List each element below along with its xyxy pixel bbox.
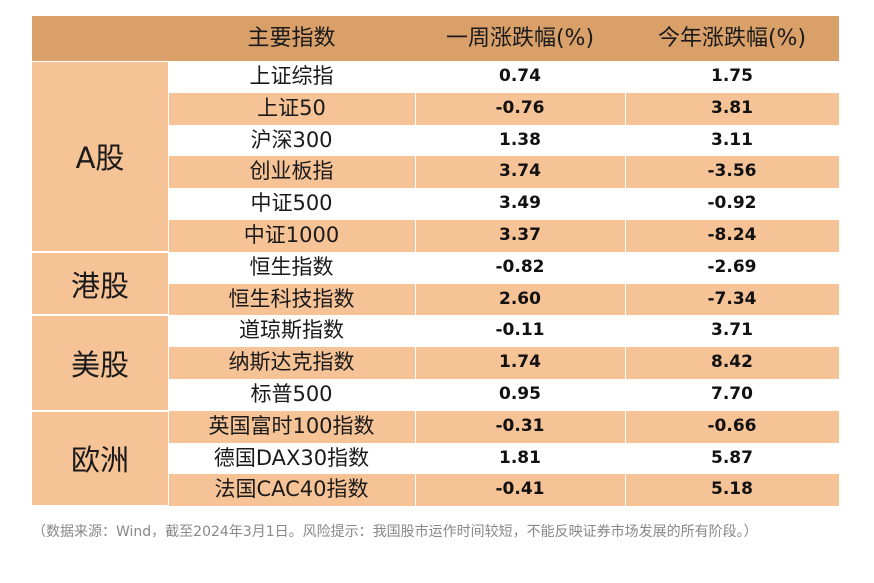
weekly-change-cell: 1.38 [499,129,541,150]
weekly-change-cell: -0.41 [495,479,545,500]
index-name-cell: 英国富时100指数 [208,413,375,438]
header-index-name: 主要指数 [247,26,336,51]
table-row: 英国富时100指数 -0.31 -0.66 [168,410,839,443]
header-ytd-change: 今年涨跌幅(%) [657,26,807,51]
ytd-change-cell: -2.69 [707,256,757,277]
table-row: 恒生科技指数 2.60 -7.34 [168,283,839,316]
region-label: 港股 [32,252,168,315]
ytd-change-cell: -0.66 [707,415,757,436]
table-row: 上证综指 0.74 1.75 [168,61,839,93]
weekly-change-cell: 0.74 [499,66,541,86]
table-row: 沪深300 1.38 3.11 [168,124,839,157]
ytd-change-cell: -3.56 [707,161,757,182]
index-name-cell: 道琼斯指数 [239,318,344,343]
index-name-cell: 恒生科技指数 [228,286,355,311]
weekly-change-cell: 2.60 [499,288,541,309]
index-name-cell: 德国DAX30指数 [213,445,370,470]
weekly-change-cell: -0.76 [495,97,545,118]
ytd-change-cell: 5.87 [711,447,753,468]
table-header: 主要指数 一周涨跌幅(%) 今年涨跌幅(%) [32,16,839,61]
index-name-cell: 中证1000 [243,223,340,247]
table-row: 恒生指数 -0.82 -2.69 [168,251,839,284]
header-weekly-change: 一周涨跌幅(%) [445,26,595,51]
index-name-cell: 创业板指 [249,159,334,184]
table-row: 纳斯达克指数 1.74 8.42 [168,347,839,379]
table-row: 上证50 -0.76 3.81 [168,92,839,125]
table-row: 标普500 0.95 7.70 [168,379,839,411]
ytd-change-cell: -0.92 [707,193,757,214]
index-name-cell: 上证综指 [249,64,334,88]
ytd-change-cell: -8.24 [707,225,757,245]
region-label: 美股 [32,316,168,410]
ytd-change-cell: 3.11 [711,129,753,150]
column-divider [168,61,169,507]
weekly-change-cell: 0.95 [499,384,541,404]
weekly-change-cell: -0.11 [495,320,545,341]
source-note: （数据来源：Wind，截至2024年3月1日。风险提示：我国股市运作时间较短，不… [32,524,758,540]
column-divider [625,61,626,507]
weekly-change-cell: 3.37 [499,225,541,245]
weekly-change-cell: 3.74 [499,161,541,182]
index-name-cell: 中证500 [250,191,333,216]
weekly-change-cell: -0.82 [495,256,545,277]
index-name-cell: 恒生指数 [249,254,334,279]
region-label: A股 [32,62,168,251]
ytd-change-cell: 8.42 [711,352,753,373]
region-label: 欧洲 [32,411,168,506]
weekly-change-cell: 1.81 [499,447,541,468]
ytd-change-cell: 7.70 [711,384,753,404]
index-name-cell: 沪深300 [250,127,333,152]
ytd-change-cell: 1.75 [711,66,753,86]
table-row: 创业板指 3.74 -3.56 [168,156,839,189]
table-row: 中证1000 3.37 -8.24 [168,220,839,252]
ytd-change-cell: 3.81 [711,97,753,118]
index-name-cell: 法国CAC40指数 [214,477,369,502]
weekly-change-cell: -0.31 [495,415,545,436]
weekly-change-cell: 1.74 [499,352,541,373]
weekly-change-cell: 3.49 [499,193,541,214]
table-row: 道琼斯指数 -0.11 3.71 [168,315,839,348]
ytd-change-cell: 5.18 [711,479,753,500]
table-row: 德国DAX30指数 1.81 5.87 [168,442,839,475]
index-name-cell: 纳斯达克指数 [228,350,355,375]
table-row: 法国CAC40指数 -0.41 5.18 [168,474,839,507]
table-row: 中证500 3.49 -0.92 [168,188,839,220]
index-name-cell: 上证50 [257,95,326,120]
column-divider [415,61,416,507]
index-name-cell: 标普500 [250,382,333,406]
ytd-change-cell: 3.71 [711,320,753,341]
ytd-change-cell: -7.34 [707,288,757,309]
